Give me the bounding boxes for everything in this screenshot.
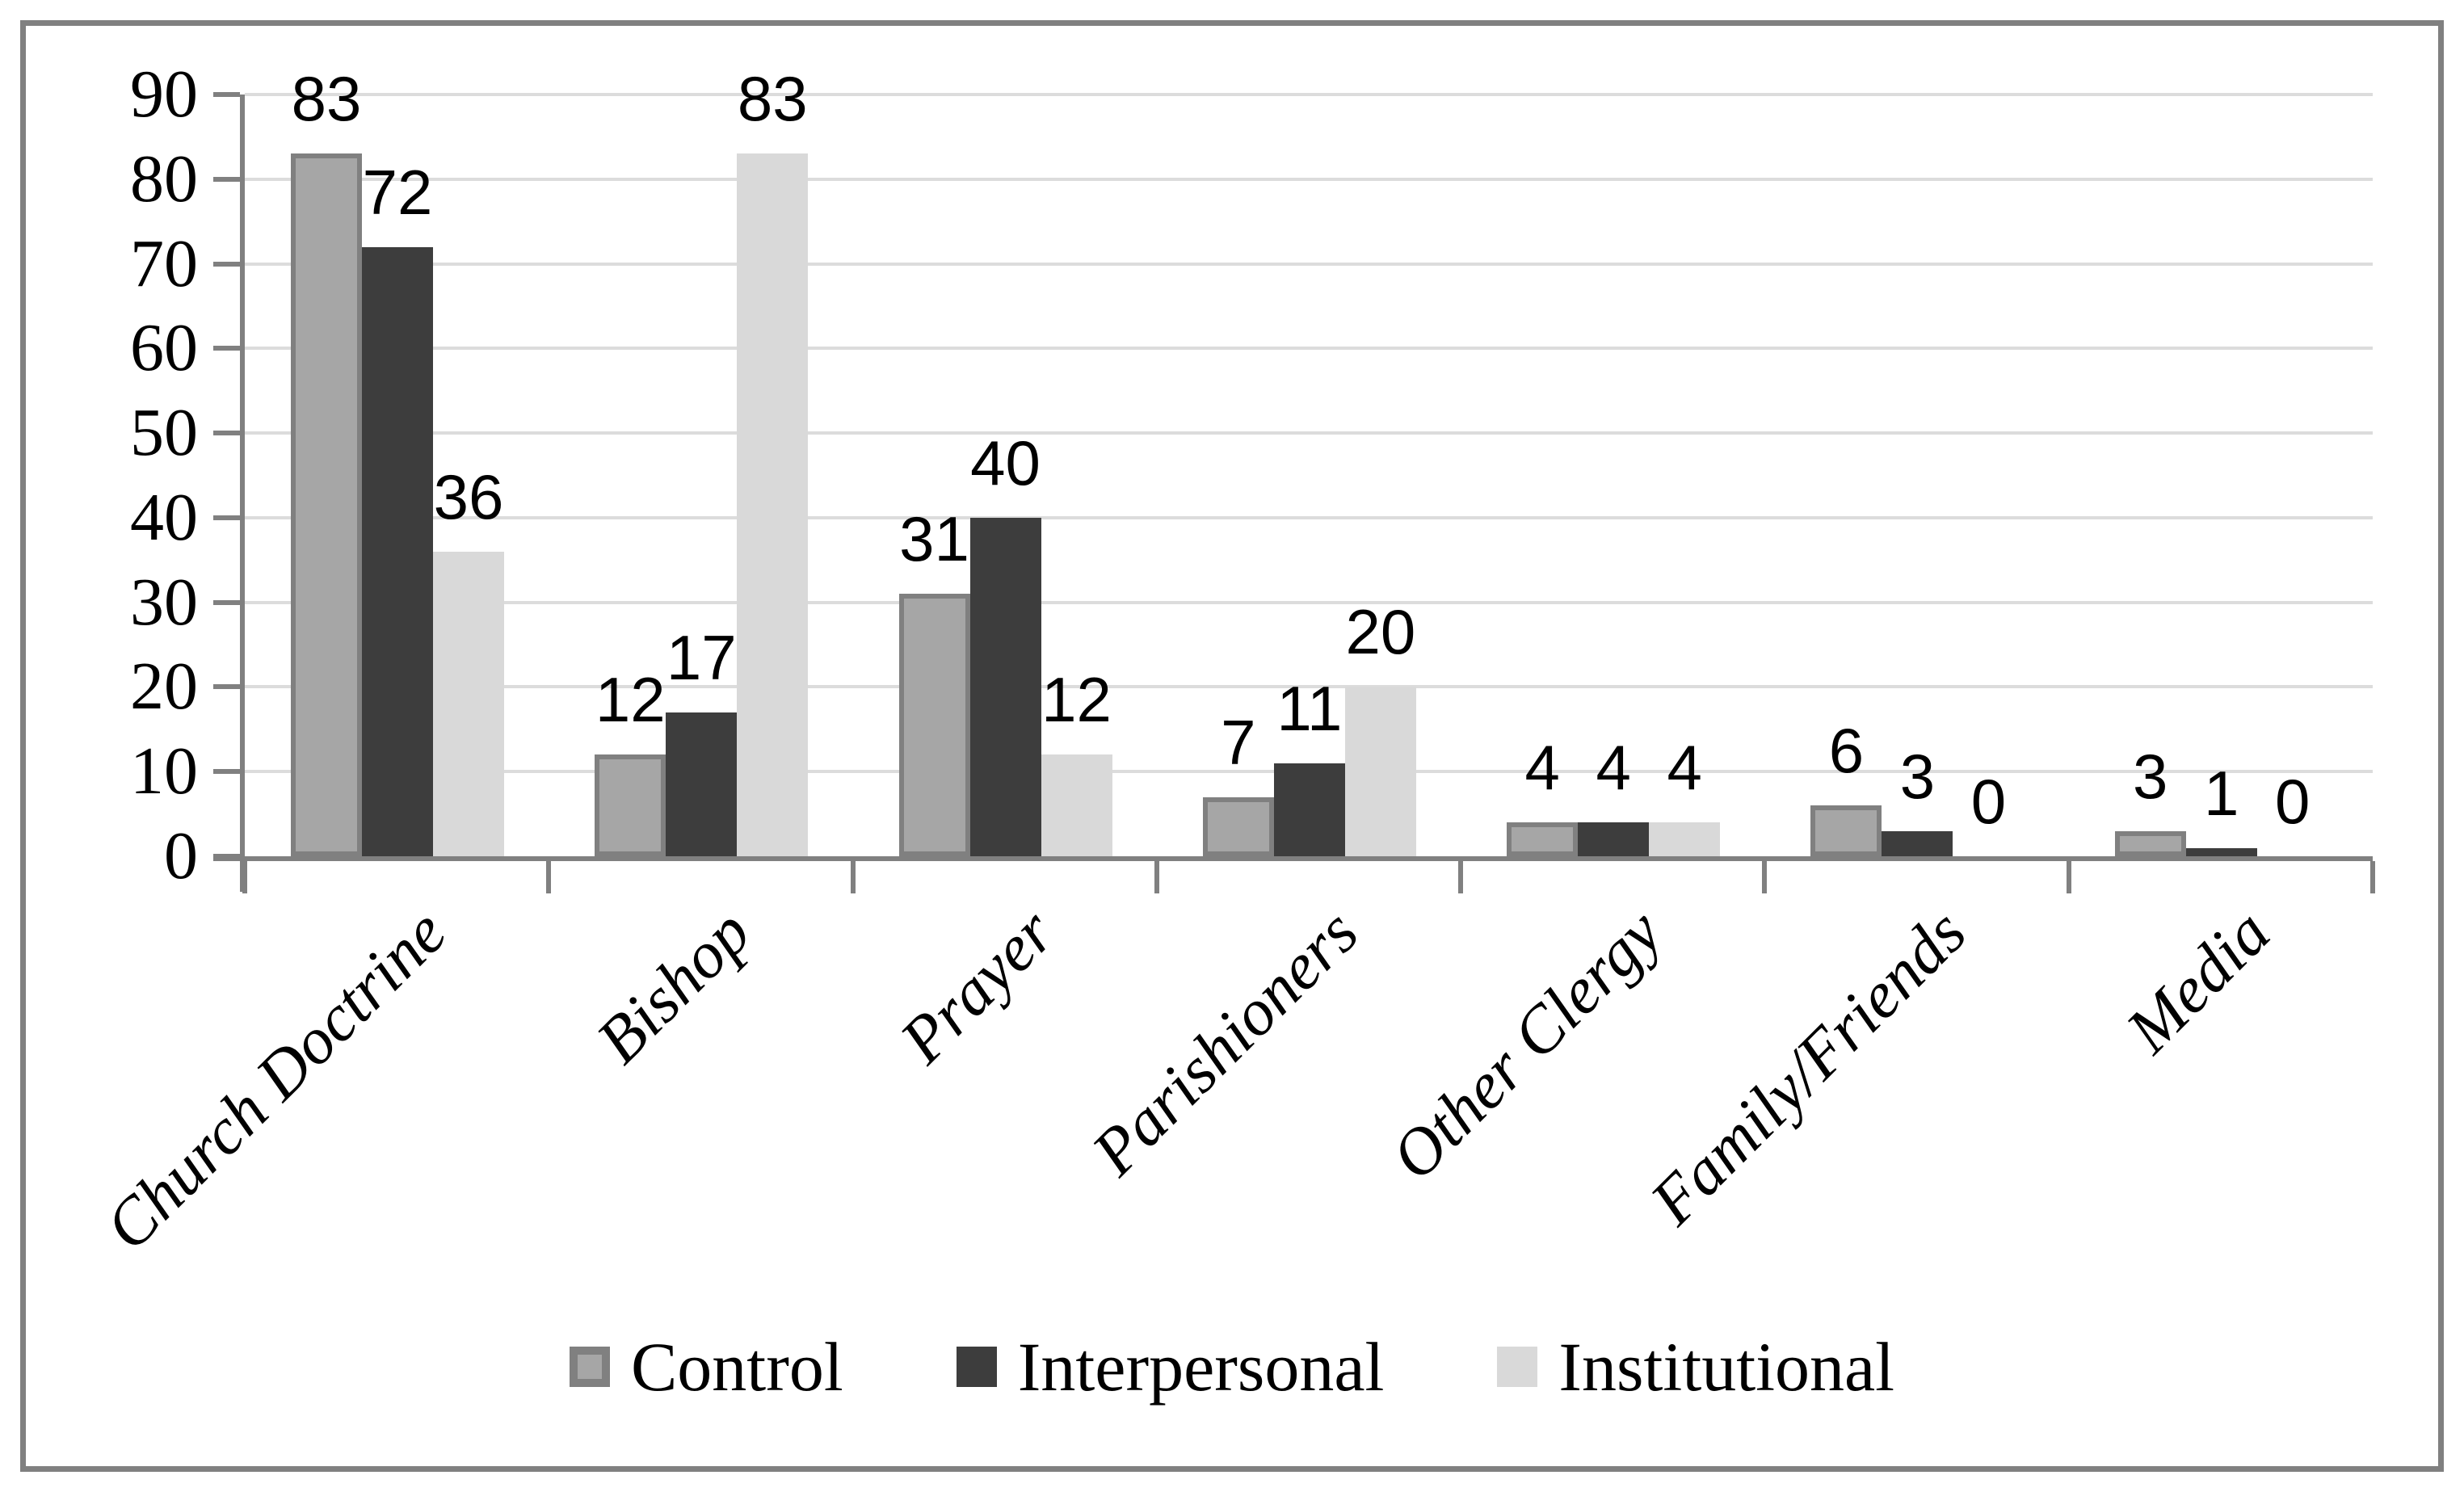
bar-control-parishioners [1202, 796, 1274, 856]
gridline-80 [245, 177, 2373, 181]
bar-control-other-clergy [1507, 822, 1579, 856]
value-label-control-bishop: 12 [595, 664, 666, 736]
bar-interpersonal-prayer [969, 517, 1041, 856]
x-axis-tick-2 [850, 861, 856, 893]
y-axis-tick-80 [213, 176, 240, 182]
bar-institutional-other-clergy [1649, 822, 1721, 856]
x-axis-tick-0 [242, 861, 247, 893]
y-axis-tick-label-90: 90 [130, 57, 198, 132]
y-axis-line [240, 95, 245, 892]
gridline-20 [245, 685, 2373, 689]
value-label-institutional-bishop: 83 [737, 63, 808, 135]
y-axis-tick-10 [213, 769, 240, 775]
bar-control-family-friends [1810, 805, 1882, 856]
x-axis-tick-1 [546, 861, 552, 893]
value-label-institutional-media: 0 [2275, 766, 2311, 837]
value-label-interpersonal-other-clergy: 4 [1596, 732, 1631, 804]
y-axis-tick-0 [213, 854, 240, 859]
value-label-control-family-friends: 6 [1828, 715, 1865, 787]
legend-swatch-control-icon [569, 1347, 610, 1387]
legend-swatch-interpersonal-icon [956, 1347, 997, 1387]
y-axis-tick-label-70: 70 [130, 225, 198, 301]
y-axis-tick-50 [213, 431, 240, 436]
value-label-control-media: 3 [2133, 740, 2168, 812]
value-label-control-prayer: 31 [899, 503, 969, 575]
legend-swatch-institutional-icon [1497, 1347, 1538, 1387]
bar-interpersonal-media [2185, 847, 2257, 856]
gridline-90 [245, 93, 2373, 96]
bar-control-church-doctrine [291, 153, 362, 856]
bar-institutional-parishioners [1344, 687, 1416, 856]
gridline-70 [245, 262, 2373, 266]
gridline-50 [245, 431, 2373, 435]
bar-interpersonal-family-friends [1882, 830, 1953, 856]
bar-institutional-bishop [737, 153, 809, 856]
x-axis-tick-7 [2370, 861, 2375, 893]
value-label-interpersonal-parishioners: 11 [1276, 672, 1343, 744]
y-axis-tick-label-30: 30 [130, 564, 198, 640]
value-label-institutional-family-friends: 0 [1970, 766, 2007, 837]
y-axis-tick-label-40: 40 [130, 479, 198, 555]
legend-label-institutional: Institutional [1558, 1328, 1895, 1406]
bar-control-media [2114, 830, 2186, 856]
bar-interpersonal-church-doctrine [362, 246, 433, 856]
x-axis-tick-3 [1154, 861, 1159, 893]
value-label-interpersonal-bishop: 17 [666, 621, 737, 693]
x-axis-tick-6 [2066, 861, 2071, 893]
legend-item-interpersonal: Interpersonal [956, 1326, 1385, 1407]
value-label-interpersonal-media: 1 [2204, 757, 2239, 829]
chart-outer-border [20, 20, 2444, 1472]
y-axis-tick-20 [213, 684, 240, 690]
y-axis-tick-30 [213, 599, 240, 605]
bar-interpersonal-parishioners [1273, 763, 1345, 856]
value-label-institutional-prayer: 12 [1041, 664, 1112, 736]
y-axis-tick-label-60: 60 [130, 310, 198, 386]
value-label-institutional-church-doctrine: 36 [433, 460, 504, 532]
value-label-institutional-parishioners: 20 [1345, 596, 1416, 668]
legend: Control Interpersonal Institutional [0, 1326, 2464, 1407]
y-axis-tick-label-80: 80 [130, 141, 198, 216]
gridline-40 [245, 515, 2373, 519]
value-label-interpersonal-family-friends: 3 [1899, 740, 1936, 812]
gridline-60 [245, 347, 2373, 351]
value-label-control-parishioners: 7 [1221, 706, 1256, 778]
x-axis-tick-4 [1458, 861, 1464, 893]
value-label-control-other-clergy: 4 [1524, 732, 1560, 804]
bar-institutional-prayer [1041, 754, 1112, 856]
bar-interpersonal-other-clergy [1578, 822, 1650, 856]
legend-item-control: Control [569, 1326, 843, 1407]
x-axis-tick-5 [1762, 861, 1768, 893]
plot-area: 83 72 36 12 17 83 31 40 12 7 11 20 4 4 4 6 3 0 3 1 0 [213, 66, 2375, 893]
y-axis-tick-label-20: 20 [130, 649, 198, 725]
y-axis-tick-90 [213, 92, 240, 97]
y-axis-tick-label-0: 0 [164, 818, 198, 893]
y-axis-tick-label-50: 50 [130, 395, 198, 471]
legend-label-interpersonal: Interpersonal [1017, 1328, 1385, 1406]
y-axis-tick-60 [213, 346, 240, 351]
gridline-30 [245, 600, 2373, 604]
y-axis-tick-label-10: 10 [130, 733, 198, 809]
legend-label-control: Control [630, 1328, 843, 1406]
bar-control-bishop [595, 754, 666, 856]
y-axis-tick-70 [213, 261, 240, 267]
value-label-interpersonal-prayer: 40 [970, 427, 1041, 498]
bar-institutional-church-doctrine [433, 551, 504, 856]
bar-control-prayer [898, 594, 970, 856]
value-label-control-church-doctrine: 83 [291, 63, 362, 135]
legend-item-institutional: Institutional [1497, 1326, 1894, 1407]
x-axis-line [213, 856, 2373, 861]
value-label-interpersonal-church-doctrine: 72 [362, 156, 433, 228]
value-label-institutional-other-clergy: 4 [1667, 732, 1702, 804]
y-axis-tick-40 [213, 515, 240, 520]
bar-interpersonal-bishop [666, 712, 738, 856]
